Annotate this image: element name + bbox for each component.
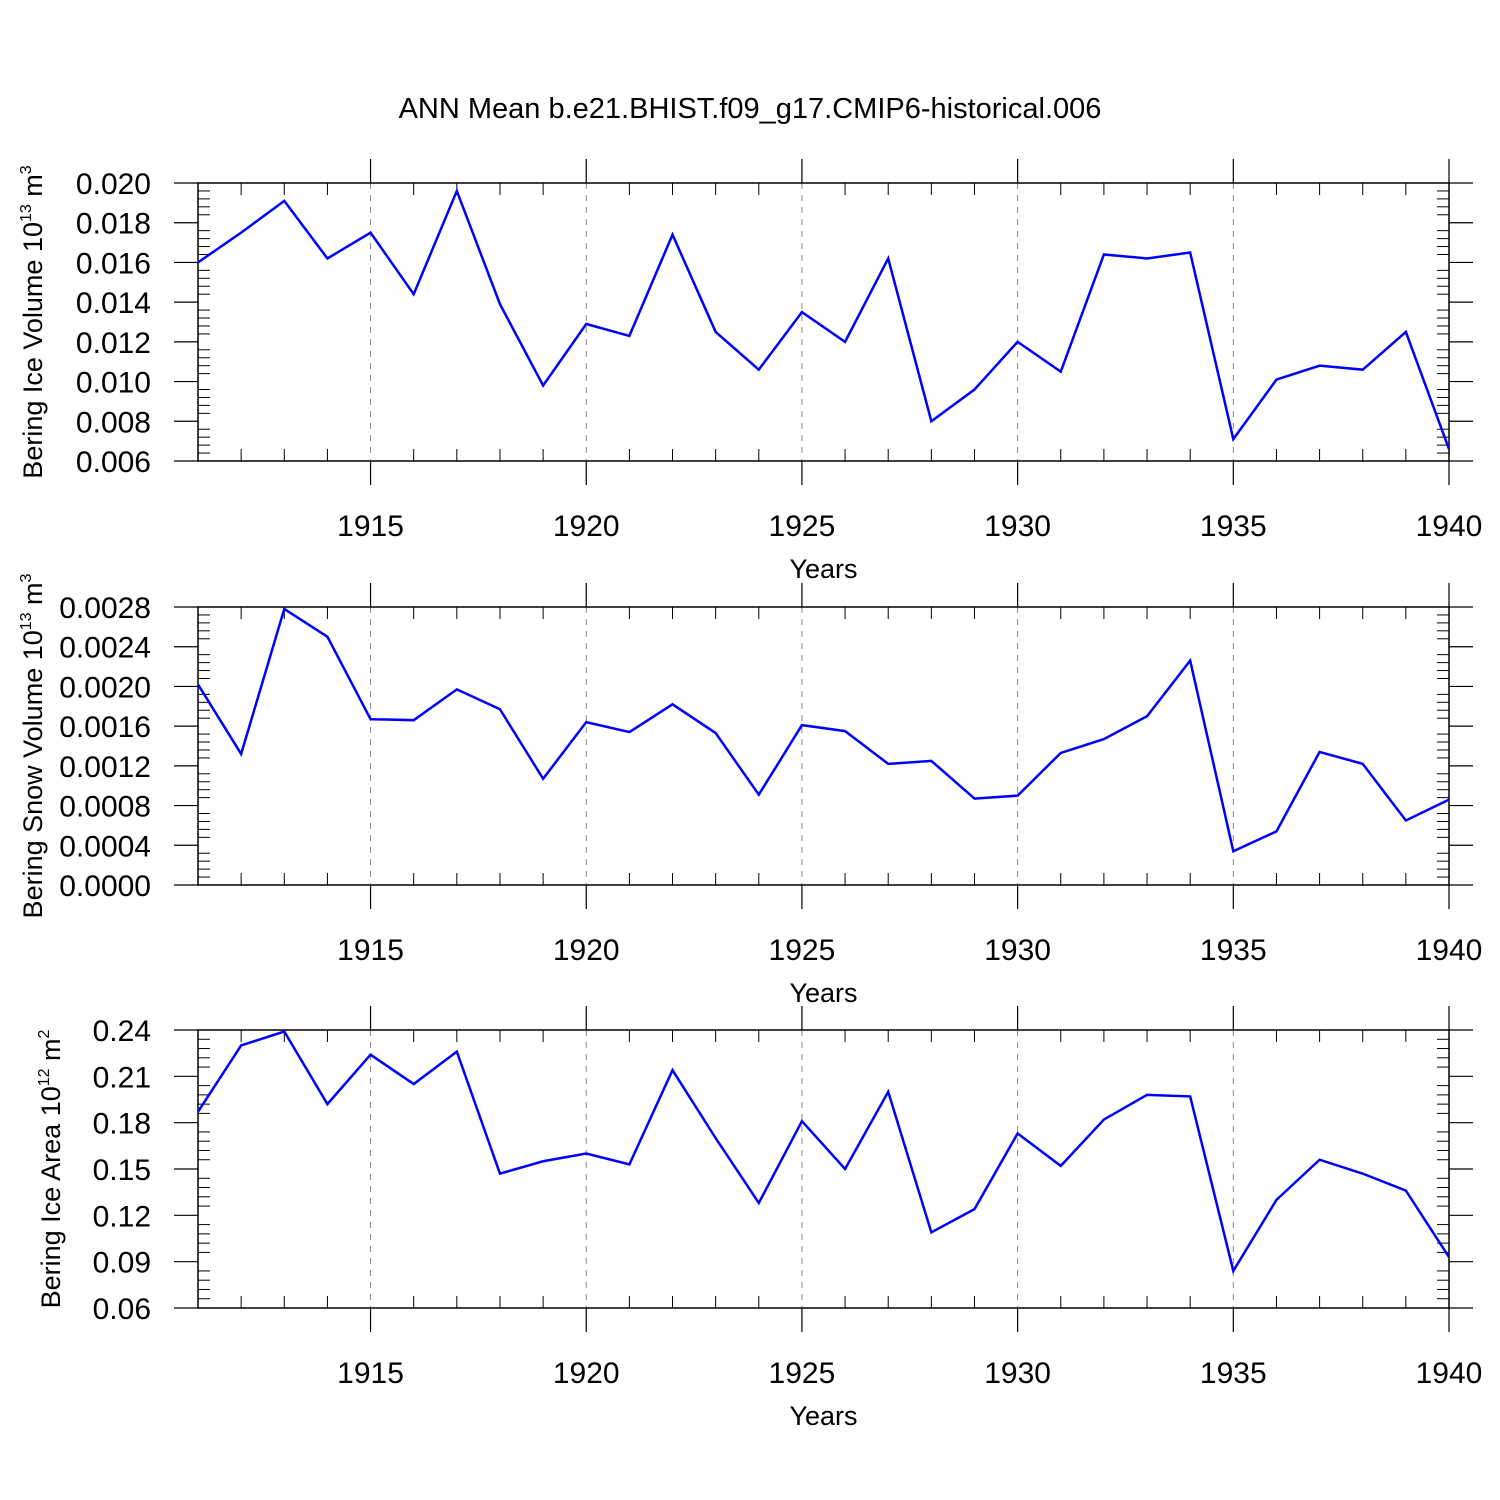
y-tick-label: 0.014 — [76, 287, 151, 320]
y-tick-label: 0.016 — [76, 247, 151, 280]
x-tick-label: 1915 — [337, 934, 404, 967]
x-tick-label: 1930 — [984, 510, 1051, 543]
y-axis-title-exponent: 12 — [36, 1068, 53, 1086]
y-axis-title: Bering Snow Volume 1013 m3 — [18, 573, 48, 918]
data-series-line — [197, 187, 1451, 450]
y-tick-label: 0.0012 — [59, 751, 151, 784]
y-tick-label: 0.06 — [93, 1293, 151, 1326]
x-tick-label: 1915 — [337, 1357, 404, 1390]
x-tick-label: 1925 — [769, 510, 836, 543]
y-tick-label: 0.21 — [93, 1061, 151, 1094]
y-tick-label: 0.008 — [76, 406, 151, 439]
y-tick-label: 0.0020 — [59, 671, 151, 704]
plot-frame — [197, 606, 1450, 886]
y-tick-label: 0.012 — [76, 327, 151, 360]
y-axis-title-unit: m — [36, 1038, 66, 1068]
y-axis-title-unit-exponent: 3 — [18, 573, 35, 582]
chart-panel-2: 1915 1920 1925 1930 1935 1940 0.0000 0.0004 0.00… — [18, 573, 1482, 1008]
chart-panels: 1915 1920 1925 1930 1935 1940 0.006 0.008 0.010 0… — [18, 159, 1482, 1431]
x-tick-label: 1935 — [1200, 510, 1267, 543]
y-tick-label: 0.18 — [93, 1108, 151, 1141]
y-tick-label: 0.12 — [93, 1200, 151, 1233]
x-tick-label: 1935 — [1200, 934, 1267, 967]
y-axis-title-exponent: 13 — [18, 204, 35, 222]
x-tick-label: 1925 — [769, 934, 836, 967]
data-series-line — [196, 607, 1450, 854]
y-tick-label: 0.24 — [93, 1015, 151, 1048]
y-axis-title-unit: m — [18, 174, 48, 204]
data-series-line — [196, 1030, 1451, 1275]
y-tick-label: 0.09 — [93, 1247, 151, 1280]
y-tick-label: 0.0000 — [59, 870, 151, 903]
y-axis-title-unit: m — [18, 582, 48, 612]
y-tick-label: 0.010 — [76, 367, 151, 400]
y-tick-label: 0.0008 — [59, 791, 151, 824]
x-tick-label: 1920 — [553, 510, 620, 543]
x-axis-title: Years — [789, 554, 857, 584]
y-axis-title-text: Bering Snow Volume 10 — [18, 630, 48, 918]
y-tick-label: 0.0004 — [59, 830, 151, 863]
x-axis-title: Years — [789, 1401, 857, 1431]
y-tick-label: 0.0024 — [59, 632, 151, 665]
y-tick-label: 0.006 — [76, 446, 151, 479]
x-tick-label: 1915 — [337, 510, 404, 543]
y-tick-label: 0.020 — [76, 168, 151, 201]
chart-title: ANN Mean b.e21.BHIST.f09_g17.CMIP6-histo… — [399, 93, 1102, 125]
y-axis-title: Bering Ice Volume 1013 m3 — [18, 165, 48, 478]
x-tick-label: 1930 — [984, 934, 1051, 967]
y-axis-title-text: Bering Ice Area 10 — [36, 1086, 66, 1308]
y-axis-title-exponent: 13 — [18, 612, 35, 630]
x-tick-label: 1920 — [553, 1357, 620, 1390]
chart-panel-3: 1915 1920 1925 1930 1935 1940 0.06 0.09 0.12 0.15… — [36, 1006, 1482, 1431]
x-tick-label: 1940 — [1416, 1357, 1483, 1390]
plot-frame — [197, 182, 1450, 462]
x-tick-label: 1935 — [1200, 1357, 1267, 1390]
y-tick-label: 0.0016 — [59, 711, 151, 744]
plot-frame — [197, 1029, 1450, 1309]
y-tick-label: 0.0028 — [59, 592, 151, 625]
chart-panel-1: 1915 1920 1925 1930 1935 1940 0.006 0.008 0.010 0… — [18, 159, 1482, 584]
y-axis-title-unit-exponent: 2 — [36, 1029, 53, 1038]
y-axis-title-unit-exponent: 3 — [18, 165, 35, 174]
y-axis-title: Bering Ice Area 1012 m2 — [36, 1029, 66, 1308]
x-tick-label: 1925 — [769, 1357, 836, 1390]
y-tick-label: 0.15 — [93, 1154, 151, 1187]
y-axis-title-text: Bering Ice Volume 10 — [18, 222, 48, 479]
x-tick-label: 1920 — [553, 934, 620, 967]
x-axis-title: Years — [789, 978, 857, 1008]
y-tick-label: 0.018 — [76, 208, 151, 241]
x-tick-label: 1940 — [1416, 934, 1483, 967]
x-tick-label: 1930 — [984, 1357, 1051, 1390]
x-tick-label: 1940 — [1416, 510, 1483, 543]
